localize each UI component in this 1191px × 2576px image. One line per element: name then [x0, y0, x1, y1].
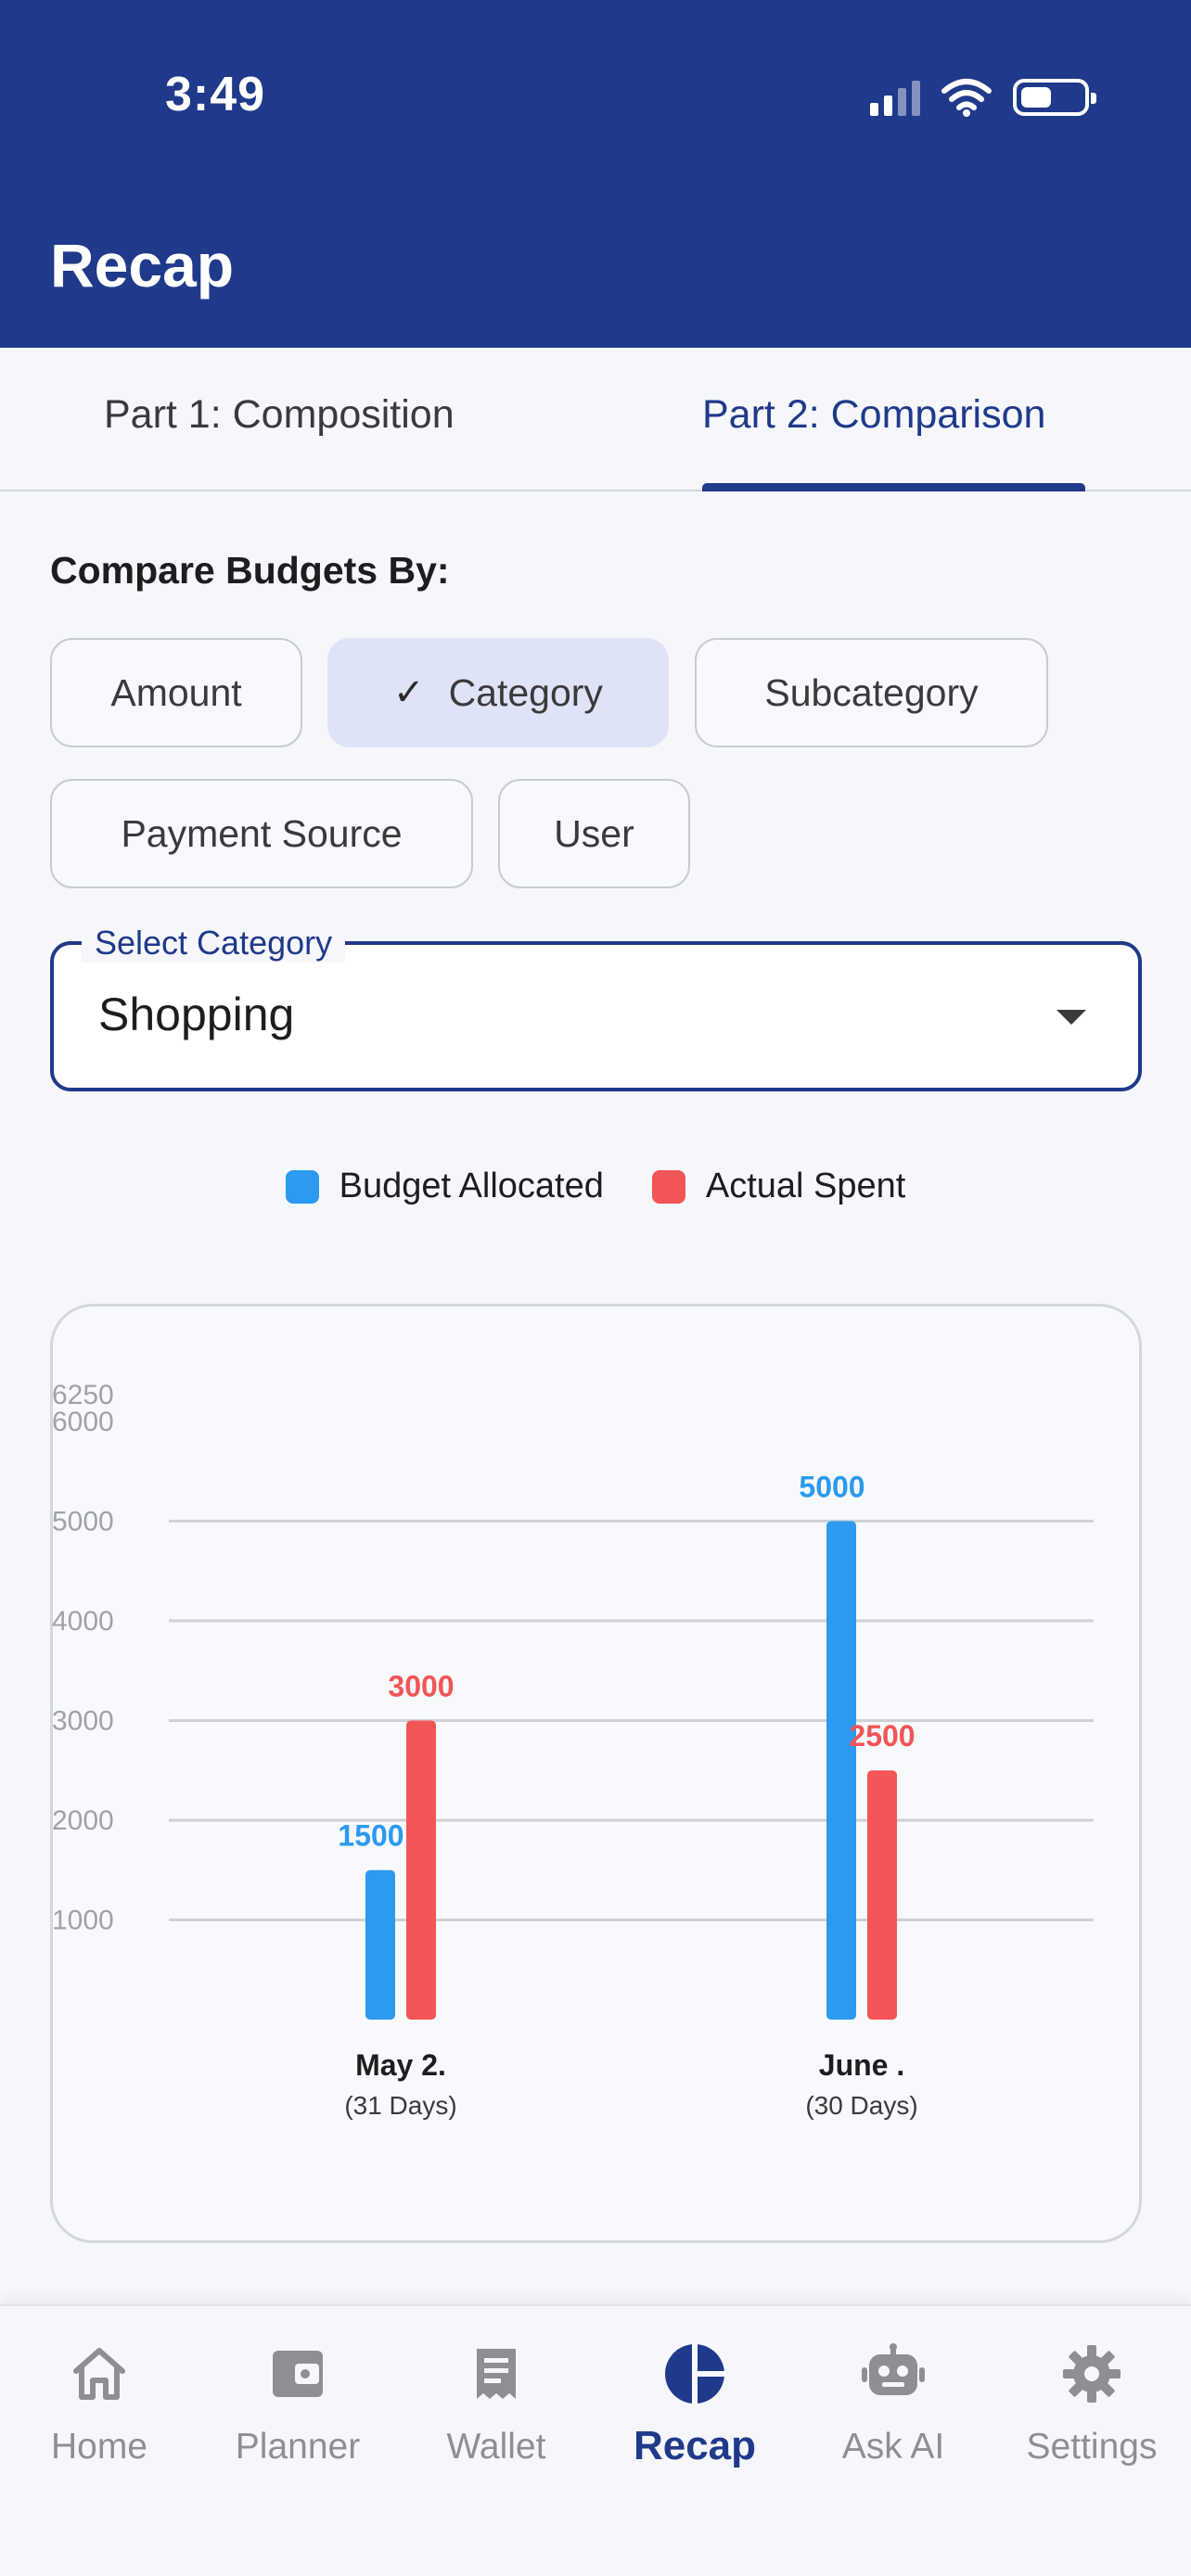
battery-icon [1013, 79, 1096, 116]
status-time: 3:49 [165, 68, 266, 121]
nav-planner[interactable]: Planner [198, 2332, 397, 2468]
y-tick-label: 1000 [52, 1905, 114, 1935]
chip-subcategory[interactable]: Subcategory [695, 638, 1048, 747]
tab-composition[interactable]: Part 1: Composition [104, 392, 455, 437]
nav-label: Planner [235, 2427, 361, 2467]
bar-budget [826, 1521, 856, 2020]
chip-amount[interactable]: Amount [50, 638, 302, 747]
nav-label: Settings [1026, 2427, 1158, 2467]
nav-label: Ask AI [841, 2427, 945, 2467]
select-value: Shopping [98, 988, 295, 1040]
legend-label: Actual Spent [705, 1167, 906, 1205]
x-category-label: June . [819, 2048, 904, 2082]
wifi-icon [941, 79, 992, 117]
home-icon [73, 2348, 125, 2400]
bottom-nav: Home Planner Wallet [0, 2304, 1191, 2576]
check-icon: ✓ [393, 672, 425, 713]
cellular-signal-icon [870, 79, 920, 116]
nav-recap[interactable]: Recap [596, 2332, 794, 2469]
compare-label: Compare Budgets By: [50, 549, 450, 592]
chart-card [50, 1304, 1142, 2243]
recap-tabs: Part 1: Composition Part 2: Comparison [0, 348, 1191, 491]
bar-budget [365, 1869, 395, 2020]
legend-swatch-blue [285, 1169, 319, 1204]
tab-comparison[interactable]: Part 2: Comparison [702, 392, 1046, 437]
chip-label: Payment Source [121, 811, 403, 855]
nav-settings[interactable]: Settings [992, 2332, 1191, 2468]
chip-label: Subcategory [764, 670, 979, 714]
chip-category[interactable]: ✓ Category [327, 638, 669, 747]
bar-spent [406, 1720, 436, 2020]
y-tick-label: 6250 [52, 1380, 114, 1410]
nav-home[interactable]: Home [0, 2332, 198, 2468]
x-category-label: May 2. [355, 2048, 446, 2082]
receipt-icon [477, 2349, 516, 2399]
x-category-sublabel: (31 Days) [344, 2091, 456, 2120]
nav-ask-ai[interactable]: Ask AI [794, 2332, 992, 2468]
legend-item-spent: Actual Spent [651, 1167, 906, 1206]
chart-legend: Budget Allocated Actual Spent [0, 1167, 1191, 1206]
y-tick-label: 2000 [52, 1805, 114, 1836]
wallet-icon [273, 2351, 323, 2397]
nav-label: Home [50, 2427, 148, 2467]
legend-swatch-red [651, 1169, 685, 1204]
y-tick-label: 5000 [52, 1506, 114, 1537]
data-label: 1500 [338, 1819, 403, 1853]
data-label: 3000 [388, 1669, 454, 1702]
legend-item-budget: Budget Allocated [285, 1167, 604, 1206]
page-title: Recap [50, 231, 235, 300]
category-select[interactable]: Shopping [50, 941, 1142, 1091]
y-tick-label: 3000 [52, 1705, 114, 1736]
gear-icon [1063, 2345, 1121, 2403]
nav-label: Wallet [446, 2427, 546, 2467]
nav-label: Recap [633, 2423, 757, 2468]
data-label: 2500 [849, 1719, 915, 1753]
select-label: Select Category [82, 924, 346, 963]
bar-spent [867, 1770, 897, 2020]
legend-label: Budget Allocated [339, 1167, 604, 1205]
app-header: 3:49 Recap [0, 0, 1191, 348]
chip-label: Category [448, 670, 603, 714]
dropdown-arrow-icon [1057, 1010, 1086, 1025]
chip-user[interactable]: User [498, 779, 690, 888]
y-tick-label: 6000 [52, 1407, 114, 1437]
x-category-sublabel: (30 Days) [805, 2091, 917, 2120]
y-tick-label: 4000 [52, 1606, 114, 1637]
chip-label: User [554, 811, 634, 855]
nav-wallet[interactable]: Wallet [397, 2332, 596, 2468]
chip-payment-source[interactable]: Payment Source [50, 779, 473, 888]
pie-chart-icon [665, 2342, 726, 2405]
active-tab-indicator [702, 483, 1085, 491]
robot-icon [862, 2343, 925, 2395]
chip-label: Amount [110, 670, 242, 714]
status-icons [870, 74, 1096, 121]
data-label: 5000 [799, 1470, 864, 1503]
